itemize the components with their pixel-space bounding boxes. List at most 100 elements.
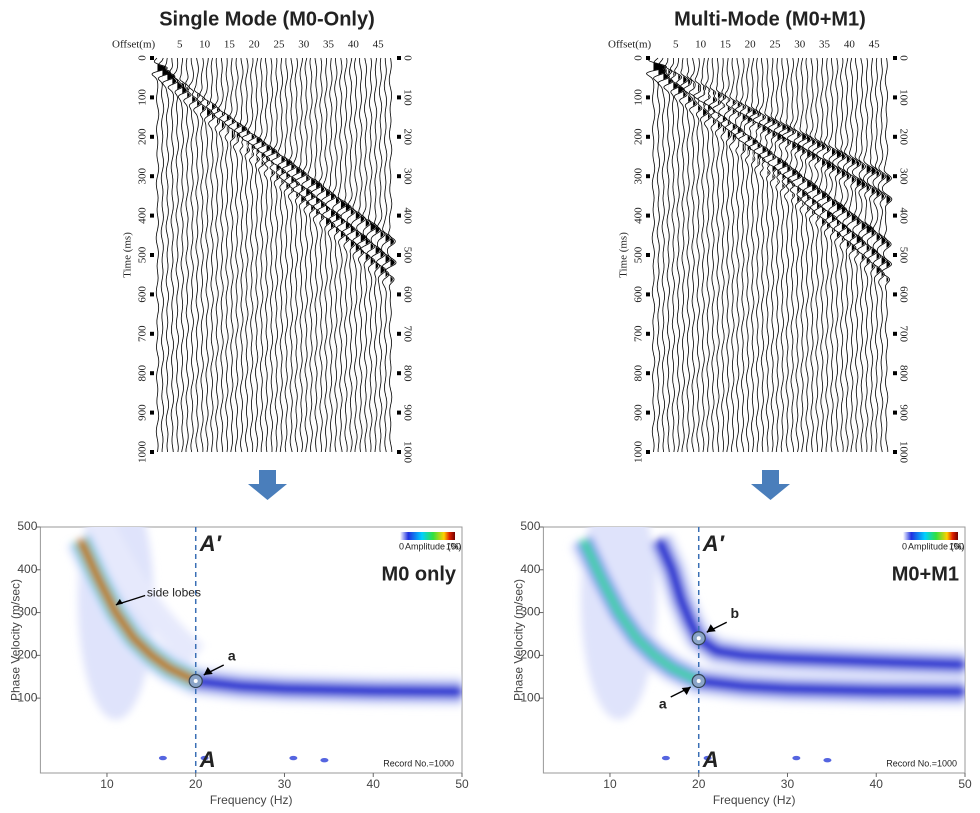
y-tick-label: 600 [897,286,909,303]
x-tick-label: 35 [819,39,831,51]
noise-blob [320,757,329,763]
x-tick-label: 10 [199,39,211,51]
y-tick-label: 300 [520,605,540,619]
y-tick-label: 200 [520,648,540,662]
y-tick-label: 500 [520,519,540,533]
guide-top-label: A′ [199,531,223,556]
heatmap [66,527,462,763]
pick-label: a [659,696,667,712]
y-tick-label: 900 [897,404,909,421]
y-tick-label: 800 [137,364,149,381]
y-tick-label: 300 [897,168,909,185]
y-tick-mark [646,56,650,60]
y-tick-label: 1000 [137,441,149,464]
trace-fill [231,58,235,452]
y-tick-mark [893,292,897,297]
pick-arrowhead [681,687,691,696]
trace [193,57,202,453]
trace [767,57,778,453]
trace-fill [876,58,880,452]
x-tick-label: 25 [769,39,781,51]
trace [787,57,799,452]
trace-fill [335,58,340,452]
y-tick-mark [893,410,897,415]
heat-core [581,538,700,684]
colorbar-label: Amplitude (%) [908,541,965,551]
trace-fill [757,58,761,452]
trace [270,57,282,453]
y-axis-label: Phase Velocity (m/sec) [512,579,526,701]
heat-halo [656,538,965,668]
trace-fill [365,58,370,452]
trace [167,58,179,453]
trace-fill [688,58,692,452]
y-tick-label: 900 [633,404,645,421]
y-tick-mark [150,213,154,218]
trace-fill [722,58,726,452]
guide-bottom-label: A [199,747,216,772]
x-tick-label: 20 [189,777,203,791]
y-tick-label: 500 [633,246,645,263]
y-tick-mark [646,331,650,336]
trace [277,57,287,452]
y-tick-label: 300 [17,605,37,619]
record-label: Record No.=1000 [383,758,454,768]
trace-fill [236,58,240,452]
pick-arrowhead [203,667,213,676]
trace [752,57,763,453]
trace-fill [747,58,751,452]
y-tick-mark [893,134,897,139]
y-tick-mark [893,95,897,100]
y-tick-mark [646,450,650,454]
y-tick-label: 500 [401,247,413,264]
y-tick-label: 300 [401,168,413,185]
noise-blob [823,757,832,763]
trace-fill [851,58,856,452]
y-tick-label: 400 [633,207,645,224]
trace [301,57,313,452]
y-tick-mark [150,371,154,376]
trace-fill [787,58,791,452]
y-axis-label: Phase Velocity (m/sec) [9,579,23,701]
trace [697,58,709,453]
heat-blur [569,527,965,720]
chart-title: Single Mode (M0-Only) [159,8,375,30]
y-tick-mark [893,450,897,454]
colorbar [903,532,958,540]
annotation-arrowhead [115,598,123,605]
trace [237,58,248,453]
x-tick-label: 10 [603,777,617,791]
trace [307,57,318,452]
trace [743,57,753,453]
trace-fill [777,58,782,452]
x-tick-label: 40 [870,777,884,791]
y-tick-mark [893,213,897,218]
y-tick-label: 100 [17,690,37,704]
y-tick-mark [893,56,897,60]
trace [653,57,667,452]
trace [851,57,863,453]
trace [791,58,803,453]
trace [325,57,337,452]
trace [188,58,198,453]
trace [708,57,718,453]
y-tick-mark [150,331,154,336]
y-tick-label: 100 [897,89,909,106]
pick-center [696,679,701,684]
y-tick-label: 500 [137,246,149,263]
y-tick-mark [397,56,401,60]
trace [370,58,382,452]
trace [724,58,732,453]
trace [758,58,769,453]
y-tick-mark [646,292,650,297]
y-tick-label: 1000 [401,441,413,464]
x-tick-label: 40 [844,39,856,51]
y-tick-mark [646,95,650,100]
trace [836,57,848,453]
noise-blob [200,755,209,761]
trace [340,57,352,453]
trace-fill [772,58,776,452]
trace-fill [286,58,291,452]
y-tick-label: 400 [897,207,909,224]
trace [734,58,743,453]
